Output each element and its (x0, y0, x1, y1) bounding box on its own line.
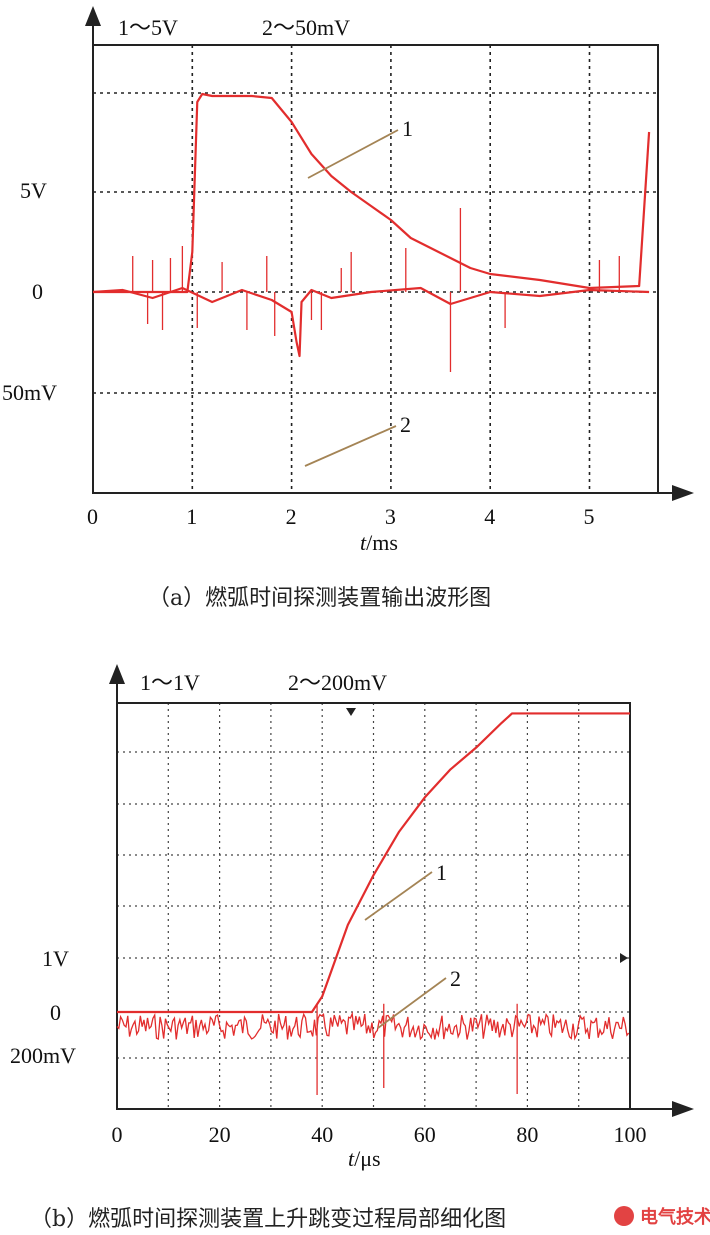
panel-b-traces (116, 712, 630, 1095)
trigger-marker-icon (346, 708, 356, 716)
x-tick-0: 0 (87, 504, 98, 529)
panel-b-y-arrow (109, 664, 125, 684)
y-label-200mv: 200mV (10, 1043, 76, 1068)
watermark-logo: 电气技术 (608, 1200, 710, 1232)
panel-a-x-ticks: 0 1 2 3 4 5 (87, 504, 595, 529)
x-label-var: t (360, 530, 367, 555)
y-label-50mv: 50mV (2, 380, 57, 405)
series-2-line (92, 286, 650, 358)
panel-a-x-arrow (672, 485, 694, 501)
watermark-text: 电气技术 (640, 1206, 710, 1228)
y-label-zero: 0 (32, 279, 43, 304)
series-1-leader (307, 129, 399, 179)
panel-a-x-label: t/ms (360, 530, 398, 555)
x-tick-b-40: 40 (311, 1122, 333, 1147)
channel-2-scale: 2～50mV (262, 15, 350, 40)
panel-a-grid (93, 45, 658, 493)
x-label-var-b: t (348, 1146, 355, 1171)
panel-a: 1 2 1～5V 2～50mV 5V 0 50mV 0 1 2 3 4 5 t/ms （a… (2, 6, 694, 611)
panel-b-caption: （b）燃弧时间探测装置上升跳变过程局部细化图 (30, 1207, 506, 1232)
panel-b-x-label: t/μs (348, 1146, 381, 1171)
x-tick-b-60: 60 (414, 1122, 436, 1147)
panel-a-traces (92, 92, 651, 372)
y-label-1v: 1V (42, 946, 69, 971)
panel-b-x-arrow (672, 1101, 694, 1117)
x-tick-2: 2 (286, 504, 297, 529)
channel-2-scale-b: 2～200mV (288, 670, 387, 695)
series-2-leader-b (377, 977, 447, 1029)
x-tick-3: 3 (385, 504, 396, 529)
series-2-leader (304, 425, 397, 467)
series-2-annotation: 2 (400, 412, 411, 437)
x-label-unit: /ms (366, 530, 398, 555)
level-marker-icon (620, 953, 628, 963)
series-2-annotation-b: 2 (450, 966, 461, 991)
panel-b-grid (117, 703, 630, 1109)
x-tick-b-20: 20 (209, 1122, 231, 1147)
channel-1-scale-b: 1～1V (140, 670, 200, 695)
panel-b-x-ticks: 0 20 40 60 80 100 (112, 1122, 647, 1147)
series-1-annotation: 1 (402, 116, 413, 141)
panel-a-caption: （a）燃弧时间探测装置输出波形图 (148, 586, 491, 611)
x-tick-b-0: 0 (112, 1122, 123, 1147)
panel-a-frame (92, 44, 659, 494)
series-1-line (93, 92, 651, 294)
x-tick-1: 1 (186, 504, 197, 529)
series-1-annotation-b: 1 (436, 860, 447, 885)
series-2-line-b (116, 1011, 630, 1041)
x-label-unit-b: /μs (354, 1146, 380, 1171)
channel-1-scale: 1～5V (118, 15, 178, 40)
x-tick-b-100: 100 (614, 1122, 647, 1147)
panel-a-y-arrow (85, 6, 101, 26)
panel-b: 1 2 1～1V 2～200mV 1V 0 200mV 0 20 40 60 80 100… (10, 664, 694, 1232)
y-label-5v: 5V (20, 178, 47, 203)
x-tick-5: 5 (584, 504, 595, 529)
y-label-zero-b: 0 (50, 1000, 61, 1025)
x-tick-4: 4 (484, 504, 495, 529)
series-1-line-b (117, 712, 630, 1014)
x-tick-b-80: 80 (516, 1122, 538, 1147)
series-1-leader-b (364, 871, 433, 921)
